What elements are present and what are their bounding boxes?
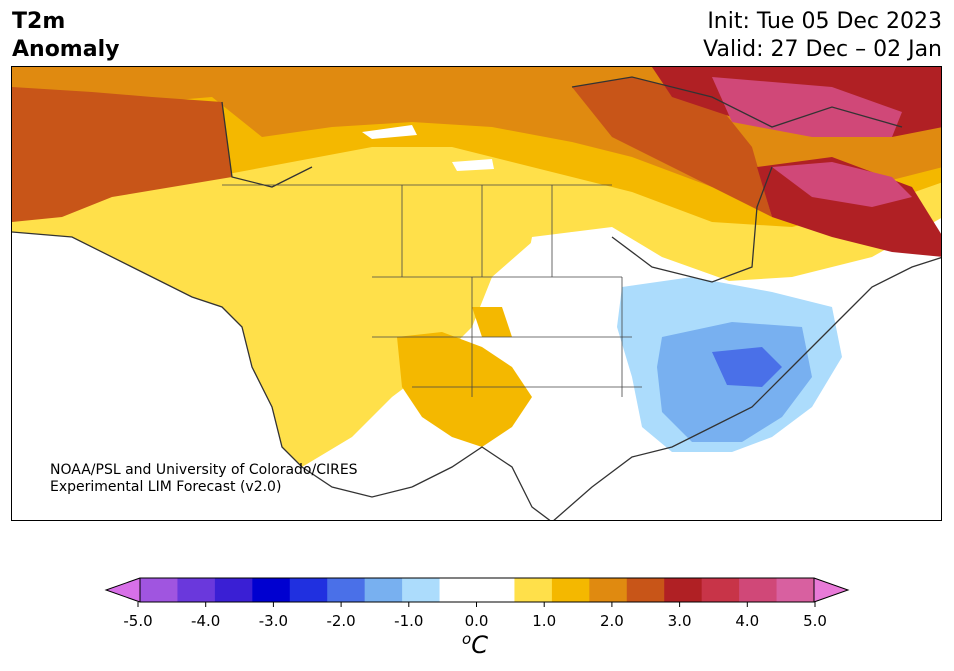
anomaly-map: NOAA/PSL and University of Colorado/CIRE…: [11, 66, 942, 521]
colorbar-segment: [177, 578, 216, 602]
anomaly-region-pink-labrador: [772, 162, 912, 207]
colorbar-tick-label: 1.0: [532, 612, 557, 630]
colorbar-segment: [626, 578, 665, 602]
colorbar-segment: [252, 578, 291, 602]
colorbar-under-arrow: [106, 578, 140, 602]
colorbar-segment: [739, 578, 778, 602]
credit-line-1: NOAA/PSL and University of Colorado/CIRE…: [50, 462, 358, 478]
colorbar-tick-label: 3.0: [667, 612, 692, 630]
colorbar-segment: [514, 578, 553, 602]
colorbar-tick-label: 2.0: [599, 612, 624, 630]
colorbar-tick-label: 5.0: [803, 612, 827, 630]
colorbar-segment: [402, 578, 441, 602]
colorbar-tick-label: -2.0: [326, 612, 356, 630]
ice-patch: [452, 159, 494, 171]
anomaly-region-gold-sw2: [472, 307, 512, 337]
map-canvas: [12, 67, 941, 520]
colorbar-segment: [551, 578, 590, 602]
colorbar-segment: [664, 578, 703, 602]
anomaly-region-gold-sw: [397, 332, 532, 447]
colorbar-tick-label: -3.0: [258, 612, 289, 630]
colorbar-segment: [589, 578, 628, 602]
colorbar-segment: [776, 578, 815, 602]
colorbar-segments: [140, 578, 815, 602]
title-line-2: Anomaly: [12, 37, 120, 62]
anomaly-region-blue: [712, 347, 782, 387]
colorbar-over-arrow: [814, 578, 848, 602]
coastlines: [12, 76, 941, 520]
state-borders: [222, 184, 642, 397]
colorbar-segment: [701, 578, 740, 602]
colorbar-segment: [477, 578, 515, 602]
forecast-dates: Init: Tue 05 Dec 2023 Valid: 27 Dec – 02…: [703, 8, 942, 64]
colorbar-segment: [289, 578, 328, 602]
valid-date: Valid: 27 Dec – 02 Jan: [703, 37, 942, 62]
colorbar-tick-label: -1.0: [394, 612, 424, 630]
colorbar-tick-label: -5.0: [123, 612, 153, 630]
credit-text: NOAA/PSL and University of Colorado/CIRE…: [50, 462, 358, 496]
colorbar-segment: [214, 578, 253, 602]
colorbar-tick-lines: [137, 602, 816, 607]
colorbar-unit: oC: [462, 630, 488, 659]
anomaly-region-pink-greenland: [712, 77, 902, 137]
colorbar-segment: [439, 578, 478, 602]
ice-patch: [362, 125, 417, 139]
anomaly-region-dark-orange: [12, 87, 232, 222]
credit-line-2: Experimental LIM Forecast (v2.0): [50, 479, 282, 495]
colorbar-segment: [327, 578, 366, 602]
map-title: T2m Anomaly: [12, 8, 119, 64]
title-line-1: T2m: [12, 9, 66, 34]
init-date: Init: Tue 05 Dec 2023: [707, 9, 942, 34]
colorbar-segment: [364, 578, 403, 602]
colorbar-tick-label: 4.0: [735, 612, 760, 630]
colorbar-tick-label: -4.0: [191, 612, 221, 630]
colorbar-segment: [140, 578, 178, 602]
colorbar-tick-label: 0.0: [464, 612, 489, 630]
